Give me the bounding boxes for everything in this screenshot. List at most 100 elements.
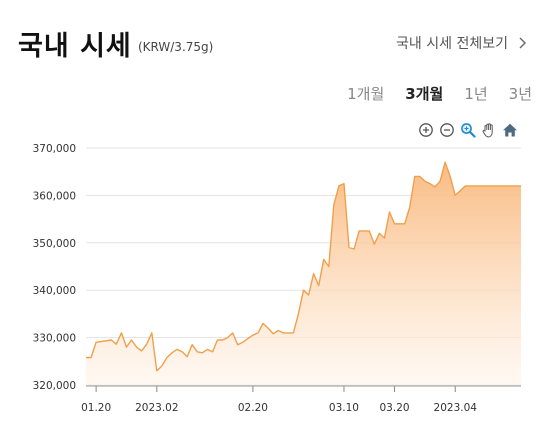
data-point[interactable]	[272, 333, 274, 335]
tab-1m[interactable]: 1개월	[347, 85, 385, 103]
data-point[interactable]	[489, 185, 491, 187]
data-point[interactable]	[358, 230, 360, 232]
data-point[interactable]	[237, 344, 239, 346]
magnify-icon[interactable]	[460, 122, 476, 138]
data-point[interactable]	[317, 284, 319, 286]
zoom-in-icon[interactable]	[418, 122, 434, 138]
data-point[interactable]	[338, 185, 340, 187]
data-point[interactable]	[267, 327, 269, 329]
data-point[interactable]	[414, 175, 416, 177]
data-point[interactable]	[419, 175, 421, 177]
data-point[interactable]	[196, 351, 198, 353]
data-point[interactable]	[201, 352, 203, 354]
data-point[interactable]	[166, 356, 168, 358]
data-point[interactable]	[520, 185, 522, 187]
data-point[interactable]	[181, 351, 183, 353]
data-point[interactable]	[434, 186, 436, 188]
data-point[interactable]	[277, 329, 279, 331]
data-point[interactable]	[328, 265, 330, 267]
data-point[interactable]	[403, 223, 405, 225]
pan-hand-icon[interactable]	[481, 122, 497, 138]
data-point[interactable]	[495, 185, 497, 187]
data-point[interactable]	[156, 370, 158, 372]
data-point[interactable]	[515, 185, 517, 187]
data-point[interactable]	[95, 341, 97, 343]
data-point[interactable]	[221, 339, 223, 341]
data-point[interactable]	[292, 332, 294, 334]
data-point[interactable]	[130, 339, 132, 341]
data-point[interactable]	[398, 223, 400, 225]
data-point[interactable]	[373, 243, 375, 245]
data-point[interactable]	[459, 189, 461, 191]
data-point[interactable]	[262, 322, 264, 324]
chevron-right-icon	[519, 37, 526, 49]
data-point[interactable]	[140, 350, 142, 352]
data-point[interactable]	[454, 194, 456, 196]
tab-3m[interactable]: 3개월	[405, 85, 444, 103]
data-point[interactable]	[393, 223, 395, 225]
data-point[interactable]	[206, 348, 208, 350]
y-tick-label: 340,000	[33, 285, 76, 297]
data-point[interactable]	[242, 341, 244, 343]
data-point[interactable]	[312, 272, 314, 274]
data-point[interactable]	[363, 230, 365, 232]
data-point[interactable]	[343, 182, 345, 184]
data-point[interactable]	[510, 185, 512, 187]
data-point[interactable]	[252, 334, 254, 336]
data-point[interactable]	[216, 339, 218, 341]
data-point[interactable]	[257, 332, 259, 334]
home-icon[interactable]	[502, 122, 518, 138]
data-point[interactable]	[226, 336, 228, 338]
data-point[interactable]	[186, 355, 188, 357]
data-point[interactable]	[439, 180, 441, 182]
data-point[interactable]	[449, 175, 451, 177]
data-point[interactable]	[302, 289, 304, 291]
unit-label: (KRW/3.75g)	[138, 40, 214, 54]
data-point[interactable]	[85, 356, 87, 358]
data-point[interactable]	[120, 332, 122, 334]
data-point[interactable]	[484, 185, 486, 187]
data-point[interactable]	[307, 294, 309, 296]
x-tick-label: 03.10	[329, 402, 359, 414]
data-point[interactable]	[145, 343, 147, 345]
data-point[interactable]	[231, 332, 233, 334]
data-point[interactable]	[479, 185, 481, 187]
data-point[interactable]	[161, 365, 163, 367]
data-point[interactable]	[151, 332, 153, 334]
data-point[interactable]	[211, 351, 213, 353]
data-point[interactable]	[110, 339, 112, 341]
data-point[interactable]	[115, 343, 117, 345]
data-point[interactable]	[323, 258, 325, 260]
data-point[interactable]	[135, 346, 137, 348]
data-point[interactable]	[378, 232, 380, 234]
data-point[interactable]	[247, 337, 249, 339]
data-point[interactable]	[444, 161, 446, 163]
data-point[interactable]	[90, 356, 92, 358]
data-point[interactable]	[368, 230, 370, 232]
data-point[interactable]	[464, 185, 466, 187]
data-point[interactable]	[333, 204, 335, 206]
data-point[interactable]	[176, 348, 178, 350]
data-point[interactable]	[424, 180, 426, 182]
data-point[interactable]	[353, 248, 355, 250]
data-point[interactable]	[469, 185, 471, 187]
data-point[interactable]	[348, 246, 350, 248]
tab-1y[interactable]: 1년	[464, 85, 488, 103]
data-point[interactable]	[429, 182, 431, 184]
data-point[interactable]	[409, 206, 411, 208]
view-all-link[interactable]: 국내 시세 전체보기	[396, 33, 530, 53]
data-point[interactable]	[297, 313, 299, 315]
zoom-out-icon[interactable]	[439, 122, 455, 138]
page-title: 국내 시세	[18, 31, 132, 62]
data-point[interactable]	[500, 185, 502, 187]
data-point[interactable]	[282, 332, 284, 334]
data-point[interactable]	[287, 332, 289, 334]
tab-3y[interactable]: 3년	[508, 85, 532, 103]
data-point[interactable]	[383, 237, 385, 239]
data-point[interactable]	[125, 346, 127, 348]
data-point[interactable]	[191, 344, 193, 346]
data-point[interactable]	[171, 352, 173, 354]
data-point[interactable]	[474, 185, 476, 187]
data-point[interactable]	[505, 185, 507, 187]
data-point[interactable]	[388, 211, 390, 213]
